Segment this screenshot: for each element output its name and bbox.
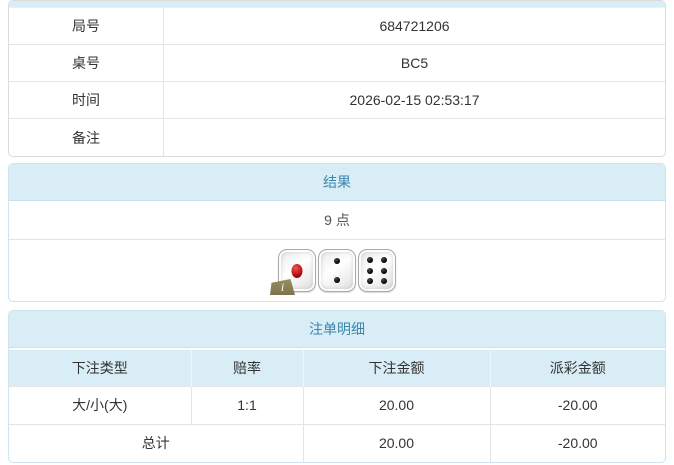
bet-table-header-row: 下注类型 赔率 下注金额 派彩金额	[9, 348, 665, 386]
die-pip	[334, 258, 340, 265]
die-pip	[380, 257, 387, 264]
table-number-label: 桌号	[9, 45, 164, 81]
die-pip	[380, 277, 387, 284]
die-1-icon: i	[270, 249, 316, 295]
time-label: 时间	[9, 82, 164, 118]
record-header-strip	[9, 1, 665, 8]
die-2-icon	[318, 249, 356, 292]
table-number-value: BC5	[400, 55, 429, 71]
total-label-cell: 总计	[9, 423, 303, 462]
col-header-odds: 赔率	[190, 348, 303, 386]
col-header-payout: 派彩金额	[489, 348, 665, 386]
total-payout-cell: -20.00	[489, 423, 665, 462]
bet-type-cell: 大/小(大)	[9, 385, 191, 424]
bet-details-section: 注单明细 下注类型 赔率 下注金额 派彩金额 大/小(大) 1:1 20.00 …	[8, 310, 666, 463]
remark-label: 备注	[9, 119, 164, 156]
record-row-round: 局号 684721206	[9, 8, 665, 45]
remark-value	[164, 119, 665, 156]
record-row-time: 时间 2026-02-15 02:53:17	[9, 82, 665, 119]
bet-details-title: 注单明细	[9, 311, 665, 348]
total-row: 总计 20.00 -20.00	[9, 423, 665, 462]
total-bet-amount-cell: 20.00	[302, 423, 490, 462]
die-pip	[334, 276, 340, 283]
record-row-remark: 备注	[9, 119, 665, 156]
die-pip	[291, 263, 303, 278]
die-pip	[367, 267, 374, 274]
result-section: 结果 9 点 i	[8, 163, 666, 302]
bet-amount-cell: 20.00	[302, 385, 490, 424]
game-record-section: 局号 684721206 桌号 BC5 时间 2026-02-15 02:53:…	[8, 0, 666, 157]
col-header-bet-type: 下注类型	[9, 348, 191, 386]
die-3-icon	[358, 249, 396, 292]
bet-details-table: 下注类型 赔率 下注金额 派彩金额 大/小(大) 1:1 20.00 -20.0…	[9, 348, 665, 462]
payout-cell: -20.00	[489, 385, 665, 424]
die-pip	[367, 277, 374, 284]
result-points: 9 点	[9, 201, 665, 240]
time-value: 2026-02-15 02:53:17	[349, 92, 480, 108]
die-pip	[380, 267, 387, 274]
result-section-title: 结果	[9, 164, 665, 201]
info-badge-icon[interactable]: i	[270, 279, 295, 295]
dice-row: i	[9, 240, 665, 301]
round-number-value: 684721206	[379, 18, 450, 34]
col-header-bet-amount: 下注金额	[302, 348, 490, 386]
round-number-label: 局号	[9, 8, 164, 44]
odds-cell: 1:1	[190, 385, 303, 424]
die-pip	[367, 257, 374, 264]
bet-row: 大/小(大) 1:1 20.00 -20.00	[9, 385, 665, 424]
record-row-table: 桌号 BC5	[9, 45, 665, 82]
